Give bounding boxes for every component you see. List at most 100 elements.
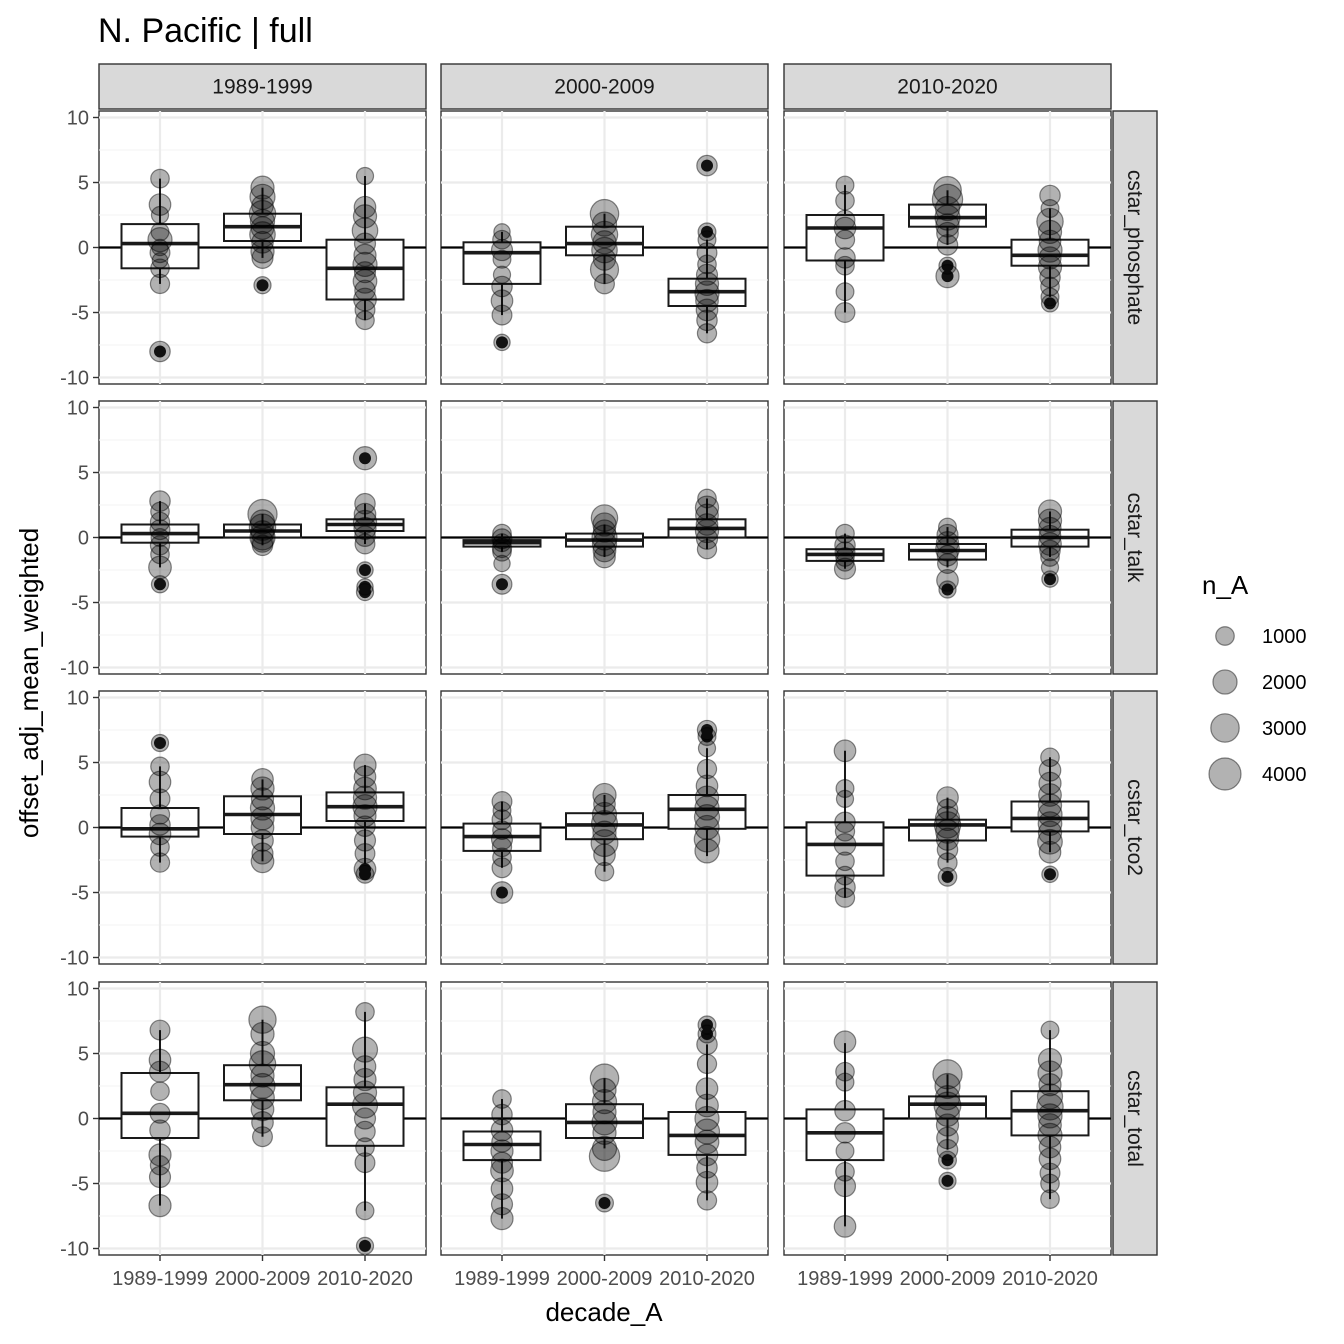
jitter-point <box>697 726 717 747</box>
box-iqr <box>120 1072 200 1139</box>
x-tick-label: 2010-2020 <box>1002 1268 1098 1290</box>
jitter-point <box>491 528 513 550</box>
jitter-point <box>492 820 512 840</box>
jitter-point <box>492 541 512 562</box>
row-strip-bg <box>1112 690 1158 965</box>
jitter-point <box>935 1113 960 1137</box>
jitter-point <box>355 1201 375 1221</box>
jitter-point <box>148 1165 172 1189</box>
jitter-point <box>935 213 960 238</box>
panel-cstar_talk-1989-1999: 10 5 0 -5 -10 <box>60 398 427 680</box>
jitter-point <box>492 533 512 553</box>
jitter-point <box>1039 266 1061 289</box>
jitter-point <box>250 520 275 545</box>
box-iqr <box>805 1108 885 1162</box>
row-strip-bg <box>1112 400 1158 675</box>
box-1989-1999 <box>805 1030 885 1238</box>
jitter-point <box>936 1126 959 1150</box>
jitter-point <box>695 1170 719 1194</box>
jitter-point <box>251 194 274 218</box>
jitter-point <box>937 553 958 574</box>
jitter-point <box>833 216 857 240</box>
jitter-point <box>1038 758 1062 782</box>
jitter-point <box>834 302 856 323</box>
x-tick-label: 2010-2020 <box>659 1268 755 1290</box>
jitter-point <box>934 195 961 222</box>
outlier-point <box>941 870 954 883</box>
jitter-point <box>1037 237 1063 263</box>
jitter-point <box>694 495 720 520</box>
jitter-point <box>1040 287 1060 307</box>
jitter-point <box>490 1151 514 1174</box>
jitter-point <box>936 544 959 567</box>
jitter-point <box>353 502 377 526</box>
panel-cstar_talk-2000-2009 <box>440 400 769 675</box>
legend-label: 2000 <box>1262 672 1307 694</box>
jitter-point <box>491 304 513 326</box>
jitter-point <box>492 265 512 284</box>
jitter-point <box>352 204 378 229</box>
box-2010-2020 <box>1010 499 1090 588</box>
jitter-point <box>696 758 718 780</box>
jitter-point <box>594 1193 615 1213</box>
column-strip-2000-2009: 2000-2009 <box>440 63 769 110</box>
jitter-point <box>352 785 378 810</box>
jitter-point <box>249 1040 276 1067</box>
box-iqr <box>667 794 747 830</box>
jitter-point <box>249 221 276 248</box>
jitter-point <box>148 555 172 580</box>
jitter-point <box>835 1072 855 1092</box>
jitter-point <box>490 1158 514 1183</box>
jitter-point <box>1038 783 1062 807</box>
outlier-point <box>1044 868 1056 881</box>
jitter-point <box>936 523 959 546</box>
jitter-point <box>938 1171 957 1191</box>
panel-cstar_tco2-2000-2009 <box>440 690 769 965</box>
jitter-point <box>353 287 377 312</box>
panel-cstar_phosphate-2000-2009 <box>440 110 769 385</box>
row-strip-label: cstar_talk <box>1123 493 1146 583</box>
jitter-point <box>934 805 961 832</box>
jitter-point <box>251 530 274 553</box>
jitter-point <box>1037 254 1063 280</box>
jitter-point <box>352 1080 378 1105</box>
box-2010-2020 <box>1010 1020 1090 1209</box>
box-1989-1999 <box>120 168 200 363</box>
box-2010-2020 <box>325 753 405 884</box>
jitter-point <box>356 561 374 579</box>
jitter-point <box>149 273 171 295</box>
column-strip-label: 1989-1999 <box>212 76 312 99</box>
jitter-point <box>354 279 376 302</box>
jitter-point <box>250 815 275 840</box>
y-tick-label: 0 <box>78 1109 89 1131</box>
jitter-point <box>834 821 856 842</box>
outlier-point <box>154 578 166 591</box>
jitter-point <box>251 829 274 852</box>
jitter-point <box>1037 811 1063 837</box>
jitter-point <box>834 1099 856 1122</box>
box-1989-1999 <box>462 523 542 595</box>
box-2000-2009 <box>223 1005 302 1148</box>
jitter-point <box>590 829 619 858</box>
jitter-point <box>938 580 957 599</box>
jitter-point <box>593 843 616 867</box>
box-1989-1999 <box>120 733 200 873</box>
jitter-point <box>353 765 377 789</box>
jitter-point <box>491 275 513 298</box>
jitter-point <box>150 544 170 565</box>
jitter-point <box>694 1129 720 1155</box>
jitter-point <box>1037 801 1063 828</box>
jitter-point <box>355 1002 375 1022</box>
jitter-point <box>591 524 618 551</box>
jitter-point <box>354 533 376 555</box>
jitter-point <box>149 1155 171 1176</box>
jitter-point <box>695 1077 719 1100</box>
jitter-point <box>250 849 275 874</box>
jitter-point <box>696 719 718 741</box>
jitter-point <box>936 786 959 809</box>
jitter-point <box>354 299 376 321</box>
jitter-point <box>935 818 960 844</box>
box-1989-1999 <box>805 523 885 580</box>
jitter-point <box>695 288 719 313</box>
jitter-point <box>834 887 856 908</box>
